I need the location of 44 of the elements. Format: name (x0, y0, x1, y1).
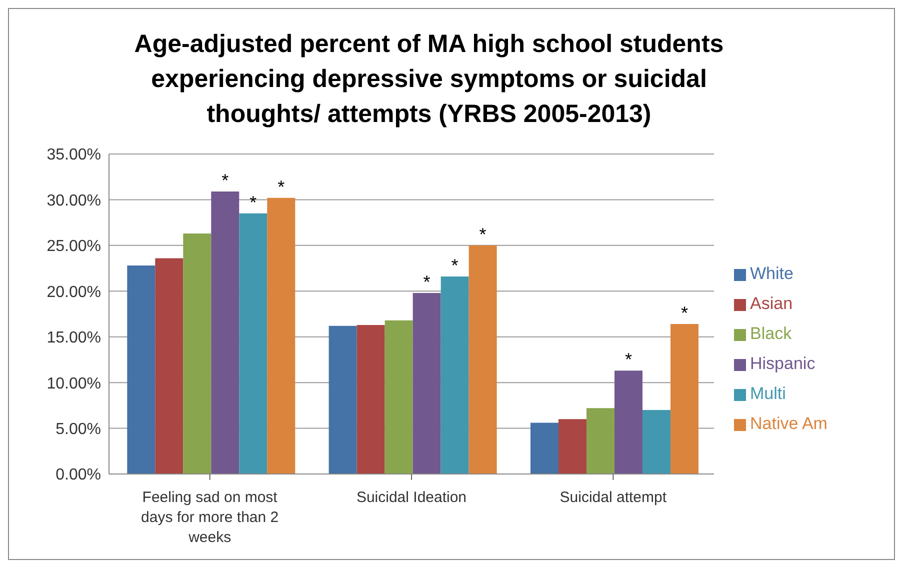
bar (328, 326, 357, 474)
y-tick-label: 30.00% (46, 192, 101, 210)
y-tick-label: 20.00% (46, 284, 101, 301)
bar (530, 422, 558, 474)
bar (642, 410, 670, 474)
legend-label: Hispanic (750, 354, 816, 373)
bar (670, 324, 698, 474)
legend-label: Black (750, 324, 792, 343)
bar (155, 258, 184, 474)
y-tick-label: 25.00% (46, 238, 101, 256)
data-label: * (624, 350, 632, 370)
legend-label: Native Am (750, 414, 828, 433)
legend-label: Multi (750, 384, 786, 403)
x-tick-label: Suicidal Ideation (356, 489, 467, 506)
chart-title: Age-adjusted percent of MA high school students experiencing depressive symptoms or suicidal thoughts/ attempts (YRBS 2005-2013) (133, 29, 725, 130)
bar (384, 320, 413, 474)
bar (440, 276, 469, 474)
bar (558, 419, 586, 474)
bar (586, 408, 614, 474)
y-tick-label: 15.00% (46, 330, 101, 347)
bar (267, 198, 296, 474)
y-tick-label: 10.00% (46, 375, 101, 392)
data-label: * (278, 176, 285, 197)
bar (211, 191, 240, 474)
bar (239, 213, 268, 474)
y-tick-label: 0.00% (56, 466, 101, 484)
data-label: * (222, 170, 229, 190)
data-label: * (451, 256, 458, 276)
y-tick-label: 5.00% (56, 420, 101, 438)
data-label: * (479, 224, 486, 244)
bar (614, 370, 642, 474)
y-tick-label: 35.00% (46, 146, 101, 164)
x-tick-label: Feeling sad on most days for more than 2 weeks (141, 489, 279, 546)
data-label: * (423, 272, 430, 292)
x-tick-label: Suicidal attempt (560, 489, 668, 506)
bar (356, 324, 385, 474)
legend-label: White (750, 264, 794, 283)
bar (183, 234, 212, 474)
bar (127, 266, 156, 474)
data-label: * (680, 303, 688, 324)
legend-label: Asian (750, 294, 793, 313)
data-label: * (250, 192, 257, 212)
bar (468, 245, 497, 474)
bar (412, 292, 441, 474)
